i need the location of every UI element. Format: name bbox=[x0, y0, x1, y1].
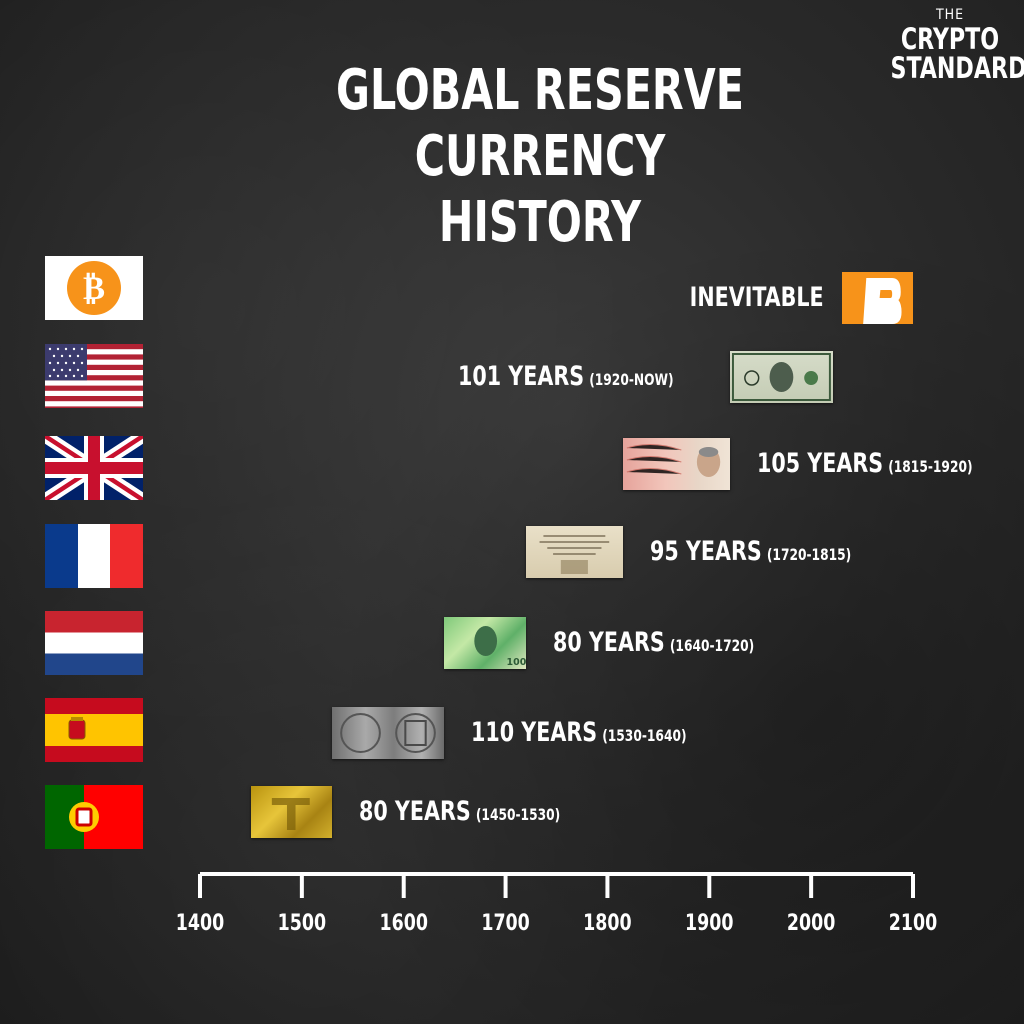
brand-crypto: CRYPTO bbox=[900, 22, 1000, 56]
netherlands-years: 80 YEARS bbox=[552, 627, 665, 658]
axis-tick-label-1600: 1600 bbox=[379, 910, 427, 935]
brand-the: THE bbox=[935, 7, 965, 23]
portugal-flag bbox=[45, 785, 143, 849]
brand-logo: THE CRYPTO STANDARD bbox=[880, 7, 1024, 85]
united-states-flag bbox=[45, 344, 143, 408]
axis-tick-label-2100: 2100 bbox=[889, 910, 937, 935]
spain-duration-label: 110 YEARS (1530-1640) bbox=[471, 713, 687, 756]
united-states-years: 101 YEARS bbox=[457, 361, 585, 392]
chart-title-line2: HISTORY bbox=[438, 190, 642, 255]
united-states-range: (1920-NOW) bbox=[589, 370, 674, 389]
bitcoin-duration-label: INEVITABLE bbox=[689, 282, 824, 313]
axis-tick-label-1500: 1500 bbox=[278, 910, 326, 935]
netherlands-range: (1640-1720) bbox=[669, 636, 755, 655]
spain-flag bbox=[45, 698, 143, 762]
svg-text:1000: 1000 bbox=[507, 657, 526, 668]
portugal-years: 80 YEARS bbox=[359, 796, 472, 827]
united-kingdom-years: 105 YEARS bbox=[756, 448, 883, 479]
netherlands-duration-label: 80 YEARS (1640-1720) bbox=[553, 623, 754, 666]
france-range: (1720-1815) bbox=[766, 545, 851, 564]
bitcoin-bar bbox=[841, 272, 913, 324]
axis-tick-label-2000: 2000 bbox=[787, 910, 835, 935]
axis-tick-label-1800: 1800 bbox=[583, 910, 631, 935]
united-kingdom-flag bbox=[45, 436, 143, 500]
portugal-duration-label: 80 YEARS (1450-1530) bbox=[359, 792, 560, 835]
netherlands-flag bbox=[45, 611, 143, 675]
chart-title: GLOBAL RESERVE CURRENCY HISTORY bbox=[245, 58, 835, 256]
svg-text:₿: ₿ bbox=[83, 268, 105, 307]
france-duration-label: 95 YEARS (1720-1815) bbox=[650, 532, 851, 575]
netherlands-banknote-bar: 1000 bbox=[444, 617, 526, 669]
united-kingdom-range: (1815-1920) bbox=[887, 457, 973, 476]
portugal-coin-bar bbox=[250, 786, 333, 838]
spain-coin-bar bbox=[332, 707, 445, 759]
spain-range: (1530-1640) bbox=[602, 726, 688, 745]
united-kingdom-duration-label: 105 YEARS (1815-1920) bbox=[757, 444, 973, 487]
united-kingdom-banknote-bar bbox=[622, 438, 730, 490]
france-flag bbox=[45, 524, 143, 588]
axis-tick-label-1900: 1900 bbox=[685, 910, 733, 935]
france-years: 95 YEARS bbox=[649, 536, 762, 567]
chart-title-line1: GLOBAL RESERVE CURRENCY bbox=[336, 58, 744, 189]
united-states-banknote-bar bbox=[729, 351, 833, 403]
bitcoin-flag: ₿ bbox=[45, 256, 143, 320]
france-banknote-bar bbox=[525, 526, 623, 578]
spain-years: 110 YEARS bbox=[471, 717, 598, 748]
axis-tick-label-1700: 1700 bbox=[481, 910, 529, 935]
portugal-range: (1450-1530) bbox=[476, 805, 561, 824]
united-states-duration-label: 101 YEARS (1920-NOW) bbox=[458, 357, 674, 400]
axis-tick-label-1400: 1400 bbox=[176, 910, 224, 935]
brand-standard: STANDARD bbox=[890, 51, 1024, 85]
